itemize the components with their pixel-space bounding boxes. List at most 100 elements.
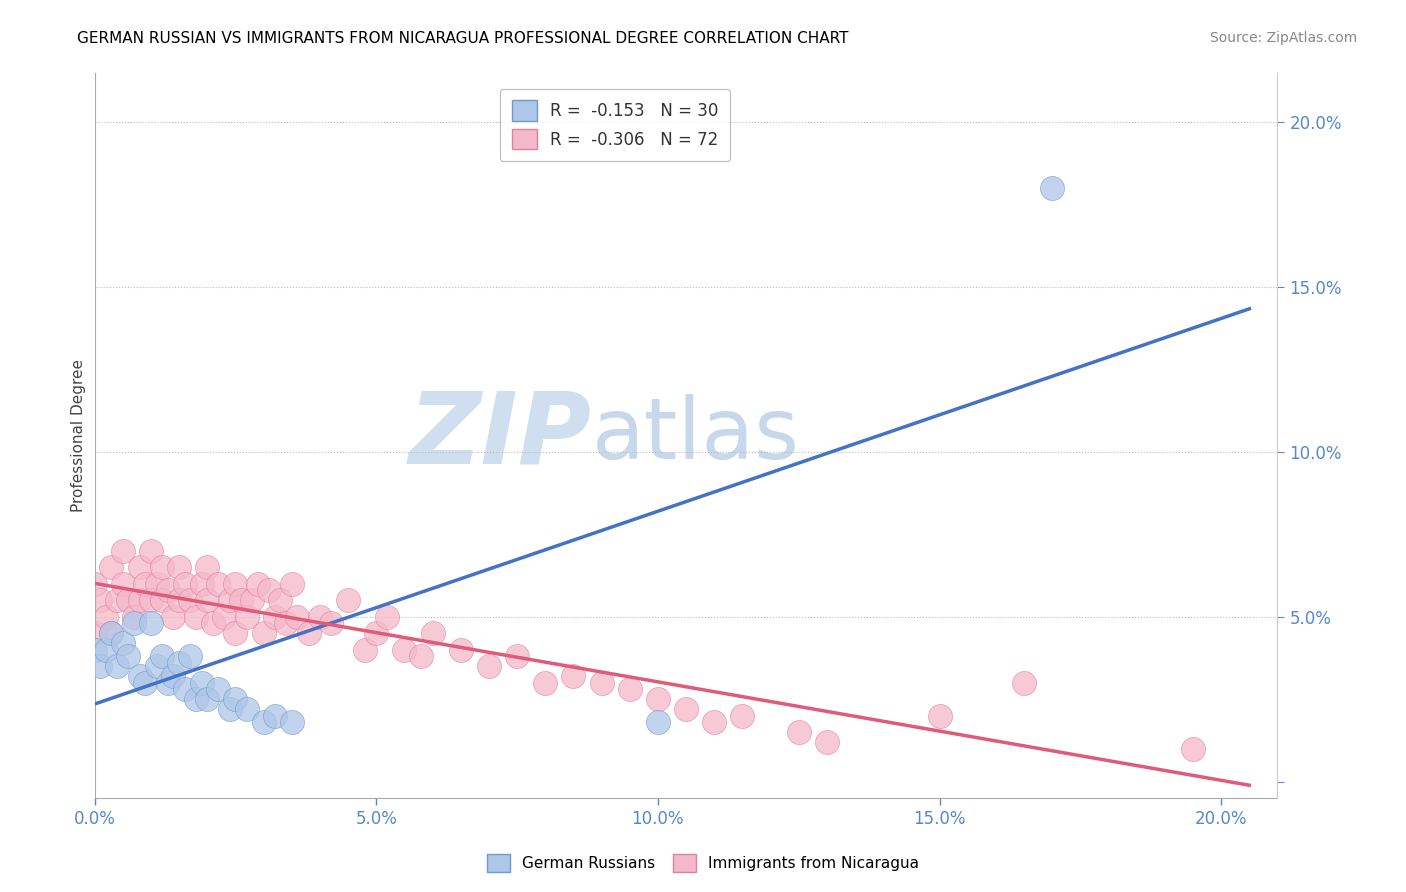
Point [134, 577, 156, 591]
Point [139, 616, 162, 631]
Text: Source: ZipAtlas.com: Source: ZipAtlas.com [1209, 31, 1357, 45]
Point [298, 626, 321, 640]
Point [280, 577, 302, 591]
Point [100, 560, 122, 574]
Text: atlas: atlas [592, 394, 800, 477]
Point [235, 702, 257, 716]
Point [212, 610, 235, 624]
Point [100, 626, 122, 640]
Point [224, 692, 246, 706]
Point [145, 659, 167, 673]
Point [224, 626, 246, 640]
Point [274, 616, 297, 631]
Point [167, 560, 190, 574]
Point [354, 642, 377, 657]
Point [207, 577, 229, 591]
Point [534, 675, 557, 690]
Point [134, 675, 156, 690]
Point [309, 610, 332, 624]
Point [150, 649, 173, 664]
Point [100, 626, 122, 640]
Point [506, 649, 529, 664]
Point [173, 577, 195, 591]
Y-axis label: Professional Degree: Professional Degree [72, 359, 86, 512]
Point [263, 610, 285, 624]
Point [201, 616, 224, 631]
Point [619, 682, 641, 697]
Point [647, 715, 669, 730]
Point [218, 702, 240, 716]
Point [117, 649, 139, 664]
Point [139, 593, 162, 607]
Point [83, 626, 105, 640]
Point [224, 577, 246, 591]
Point [179, 593, 201, 607]
Legend: German Russians, Immigrants from Nicaragua: German Russians, Immigrants from Nicarag… [479, 846, 927, 880]
Point [122, 610, 145, 624]
Point [111, 577, 134, 591]
Point [591, 675, 613, 690]
Point [105, 659, 128, 673]
Point [787, 725, 810, 739]
Point [156, 675, 179, 690]
Point [1040, 181, 1063, 195]
Point [478, 659, 501, 673]
Point [366, 626, 388, 640]
Point [337, 593, 360, 607]
Point [156, 583, 179, 598]
Point [89, 659, 111, 673]
Point [1181, 741, 1204, 756]
Point [111, 544, 134, 558]
Point [450, 642, 472, 657]
Point [139, 544, 162, 558]
Point [207, 682, 229, 697]
Point [128, 560, 150, 574]
Point [190, 675, 212, 690]
Point [928, 708, 950, 723]
Point [1012, 675, 1035, 690]
Point [184, 610, 207, 624]
Point [731, 708, 754, 723]
Point [173, 682, 195, 697]
Point [83, 642, 105, 657]
Point [150, 593, 173, 607]
Point [195, 593, 218, 607]
Point [422, 626, 444, 640]
Point [246, 577, 269, 591]
Point [675, 702, 697, 716]
Point [269, 593, 291, 607]
Point [105, 593, 128, 607]
Point [128, 669, 150, 683]
Point [94, 610, 117, 624]
Point [280, 715, 302, 730]
Point [111, 636, 134, 650]
Point [167, 593, 190, 607]
Point [235, 610, 257, 624]
Point [195, 692, 218, 706]
Point [162, 669, 184, 683]
Point [285, 610, 308, 624]
Text: ZIP: ZIP [408, 387, 592, 484]
Point [190, 577, 212, 591]
Point [240, 593, 263, 607]
Point [562, 669, 585, 683]
Point [257, 583, 280, 598]
Point [162, 610, 184, 624]
Point [94, 642, 117, 657]
Point [229, 593, 252, 607]
Point [252, 715, 274, 730]
Point [218, 593, 240, 607]
Point [150, 560, 173, 574]
Point [252, 626, 274, 640]
Point [647, 692, 669, 706]
Point [321, 616, 343, 631]
Point [145, 577, 167, 591]
Point [128, 593, 150, 607]
Point [394, 642, 416, 657]
Point [377, 610, 399, 624]
Point [411, 649, 433, 664]
Text: GERMAN RUSSIAN VS IMMIGRANTS FROM NICARAGUA PROFESSIONAL DEGREE CORRELATION CHAR: GERMAN RUSSIAN VS IMMIGRANTS FROM NICARA… [77, 31, 849, 46]
Point [89, 593, 111, 607]
Point [815, 735, 838, 749]
Point [122, 616, 145, 631]
